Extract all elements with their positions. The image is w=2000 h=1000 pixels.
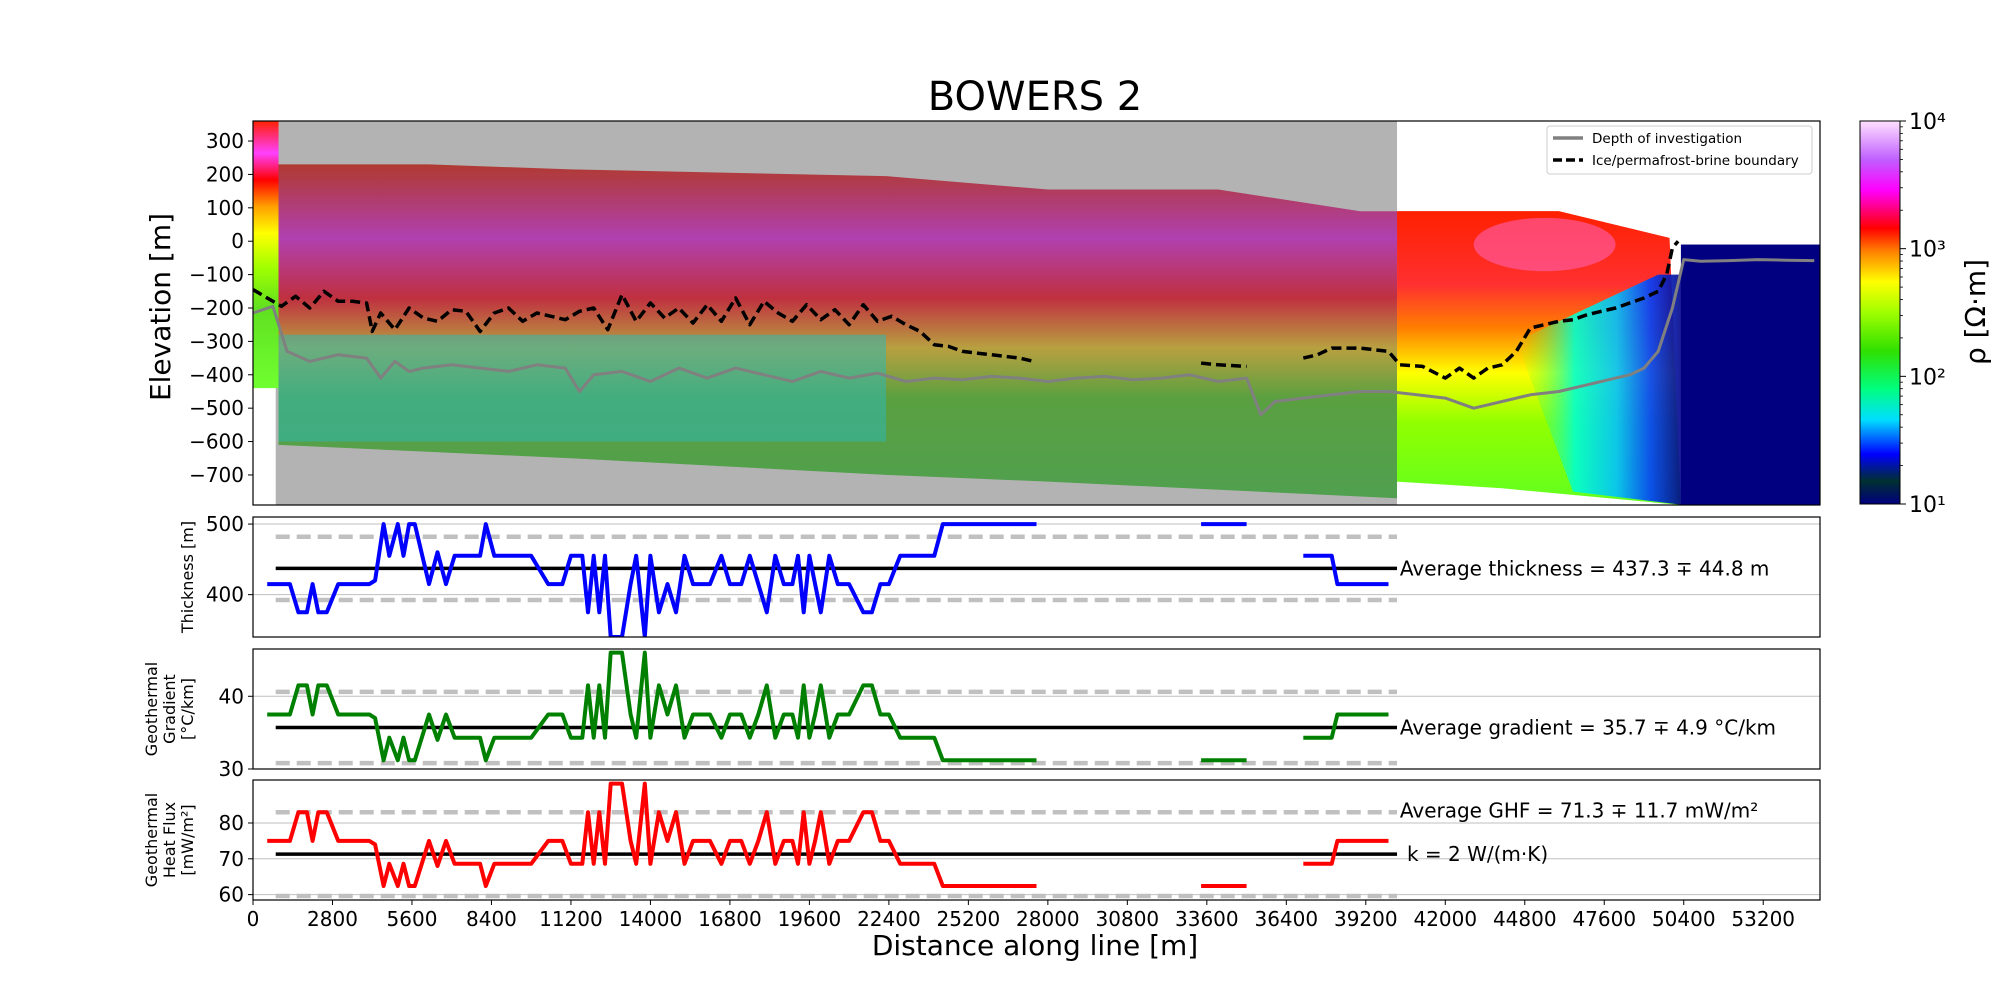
conductivity-annotation: k = 2 W/(m·K)	[1407, 842, 1548, 866]
tick-label: 30	[219, 757, 244, 781]
distance-tick-label: 53200	[1731, 907, 1795, 931]
elevation-tick-label: −300	[189, 329, 244, 353]
tick-label: 60	[219, 883, 244, 907]
heat-flux-ticks: 80 70 60	[219, 811, 253, 907]
distance-tick-label: 42000	[1413, 907, 1477, 931]
elevation-tick-label: 300	[206, 129, 244, 153]
elevation-tick-label: −400	[189, 363, 244, 387]
tick-label: 400	[206, 583, 244, 607]
heat-flux-axes-frame	[252, 779, 1821, 901]
ghf-series-line	[267, 781, 1037, 888]
colorbar-tick-label: 10⁴	[1909, 110, 1946, 135]
distance-tick-label: 22400	[857, 907, 921, 931]
gradient-annotation: Average gradient = 35.7 ∓ 4.9 °C/km	[1400, 716, 1776, 740]
gradient-axis-label: Geothermal Gradient [°C/km]	[142, 662, 197, 756]
depth-of-investigation-line	[253, 258, 1815, 417]
elevation-tick-label: −600	[189, 430, 244, 454]
axis-label-line: Gradient	[160, 674, 179, 744]
colorbar-ticks: 10⁴ 10³ 10² 10¹	[1900, 110, 1946, 518]
elevation-tick-label: 100	[206, 196, 244, 220]
distance-axis-label: Distance along line [m]	[872, 929, 1198, 962]
brine-transition-zone	[1516, 274, 1684, 505]
gradient-series-line	[267, 650, 1037, 763]
distance-tick-label: 25200	[937, 907, 1001, 931]
axis-label-line: Thickness [m]	[178, 521, 197, 634]
chart-title: BOWERS 2	[928, 74, 1142, 120]
thickness-series-line	[267, 522, 1037, 637]
gradient-axes-frame	[252, 648, 1821, 770]
distance-tick-label: 36400	[1254, 907, 1318, 931]
distance-tick-label: 0	[247, 907, 260, 931]
distance-tick-label: 28000	[1016, 907, 1080, 931]
colorbar-tick-label: 10²	[1909, 365, 1946, 390]
elevation-tick-label: 200	[206, 162, 244, 186]
elevation-axis-label: Elevation [m]	[144, 213, 177, 401]
heat-flux-annotation: Average GHF = 71.3 ∓ 11.7 mW/m²	[1400, 798, 1758, 822]
elevation-tick-label: −200	[189, 296, 244, 320]
elevation-tick-label: −500	[189, 396, 244, 420]
high-resistivity-zone	[1473, 217, 1616, 272]
gradient-panel: 40 30 Geothermal Gradient [°C/km] Average g…	[142, 648, 1821, 781]
legend: Depth of investigation Ice/permafrost-br…	[1546, 125, 1813, 175]
distance-tick-label: 16800	[698, 907, 762, 931]
distance-tick-label: 11200	[539, 907, 603, 931]
distance-tick-label: 14000	[619, 907, 683, 931]
distance-tick-label: 50400	[1652, 907, 1716, 931]
resistivity-model-region	[278, 164, 1397, 499]
brine-zone	[1680, 244, 1820, 505]
distance-tick-label: 2800	[307, 907, 358, 931]
distance-tick-label: 33600	[1175, 907, 1239, 931]
ice-permafrost-brine-boundary-line	[1302, 240, 1680, 380]
tick-label: 40	[219, 684, 244, 708]
tick-label: 80	[219, 811, 244, 835]
low-resistivity-zone	[278, 334, 571, 442]
section-axes-frame	[252, 120, 1821, 506]
tick-label: 500	[206, 512, 244, 536]
axis-label-line: Geothermal	[142, 662, 161, 756]
elevation-tick-label: −700	[189, 463, 244, 487]
low-resistivity-zone	[570, 334, 887, 442]
axis-label-line: [mW/m²]	[178, 804, 197, 875]
colorbar-tick-label: 10¹	[1909, 493, 1946, 518]
distance-tick-label: 39200	[1334, 907, 1398, 931]
distance-tick-label: 44800	[1493, 907, 1557, 931]
colorbar-tick-label: 10³	[1909, 238, 1946, 263]
thickness-ticks: 500 400	[206, 512, 253, 607]
elevation-ticks: 300 200 100 0 −100 −200 −300 −400 −500 −600 −700	[189, 129, 253, 487]
gradient-series-line	[1303, 712, 1389, 740]
colorbar: 10⁴ 10³ 10² 10¹ ρ [Ω·m]	[1859, 110, 1992, 518]
thickness-series-line	[1303, 553, 1389, 587]
thickness-annotation: Average thickness = 437.3 ∓ 44.8 m	[1400, 556, 1770, 580]
distance-tick-label: 5600	[387, 907, 438, 931]
ice-permafrost-brine-boundary-line	[1200, 361, 1247, 369]
axis-label-line: Geothermal	[142, 793, 161, 887]
ice-permafrost-brine-boundary-line	[253, 288, 1035, 364]
thickness-axis-label: Thickness [m]	[178, 521, 197, 634]
elevation-tick-label: −100	[189, 263, 244, 287]
gradient-ticks: 40 30	[219, 684, 253, 781]
distance-tick-label: 30800	[1096, 907, 1160, 931]
heat-flux-panel: 80 70 60 Geothermal Heat Flux [mW/m²] Averag…	[142, 779, 1821, 962]
section-edge-column	[253, 121, 279, 389]
distance-tick-label: 19600	[778, 907, 842, 931]
distance-ticks: 0 2800 5600 8400 11200 14000 16800 19600 22400 25…	[247, 900, 1795, 931]
thickness-axes-frame	[252, 516, 1821, 638]
ghf-series-line	[1303, 838, 1389, 866]
resistivity-section-panel: 300 200 100 0 −100 −200 −300 −400 −500 −600 −700 E…	[144, 120, 1821, 506]
distance-tick-label: 47600	[1572, 907, 1636, 931]
distance-tick-label: 8400	[466, 907, 517, 931]
axis-label-line: Heat Flux	[160, 802, 179, 878]
legend-entry-depth-of-investigation: Depth of investigation	[1592, 131, 1742, 147]
colorbar-gradient	[1859, 120, 1901, 505]
tick-label: 70	[219, 847, 244, 871]
legend-entry-ice-permafrost-brine-boundary: Ice/permafrost-brine boundary	[1592, 153, 1799, 169]
axis-label-line: [°C/km]	[178, 678, 197, 740]
colorbar-label: ρ [Ω·m]	[1959, 259, 1992, 365]
resistivity-image	[253, 121, 1820, 505]
elevation-tick-label: 0	[231, 229, 244, 253]
thickness-panel: 500 400 Thickness [m] Average thickness =…	[178, 512, 1821, 638]
heat-flux-axis-label: Geothermal Heat Flux [mW/m²]	[142, 793, 197, 887]
